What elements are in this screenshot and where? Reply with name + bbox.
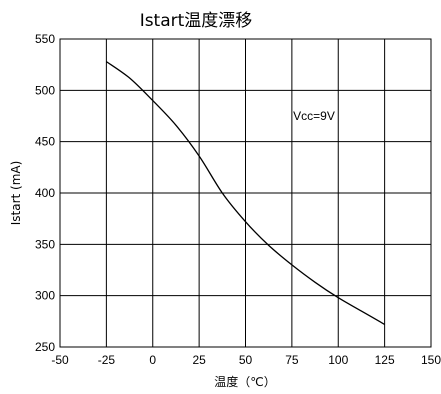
y-tick-label: 500 bbox=[35, 83, 55, 97]
y-tick-label: 300 bbox=[35, 289, 55, 303]
y-axis-label: Istart (mA) bbox=[9, 161, 23, 226]
x-tick-label: 75 bbox=[285, 353, 299, 367]
grid bbox=[60, 39, 431, 347]
annotation-label: Vcc=9V bbox=[293, 109, 335, 123]
y-tick-label: 250 bbox=[35, 340, 55, 354]
x-tick-label: -25 bbox=[98, 353, 116, 367]
chart-title: Istart温度漂移 bbox=[140, 11, 253, 31]
x-tick-label: 25 bbox=[192, 353, 206, 367]
x-tick-label: 50 bbox=[239, 353, 253, 367]
y-tick-labels: 250 300 350 400 450 500 550 bbox=[35, 32, 55, 354]
x-tick-label: -50 bbox=[51, 353, 69, 367]
x-tick-label: 150 bbox=[421, 353, 441, 367]
plot-frame bbox=[59, 38, 432, 348]
series-line bbox=[106, 61, 385, 325]
y-tick-label: 400 bbox=[35, 186, 55, 200]
x-tick-labels: -50 -25 0 25 50 75 100 125 150 bbox=[51, 353, 441, 367]
x-tick-label: 100 bbox=[328, 353, 348, 367]
y-tick-label: 450 bbox=[35, 135, 55, 149]
x-tick-label: 0 bbox=[149, 353, 156, 367]
x-axis-label: 温度（℃） bbox=[214, 374, 275, 389]
y-tick-label: 350 bbox=[35, 237, 55, 251]
x-tick-label: 125 bbox=[375, 353, 395, 367]
y-tick-label: 550 bbox=[35, 32, 55, 46]
